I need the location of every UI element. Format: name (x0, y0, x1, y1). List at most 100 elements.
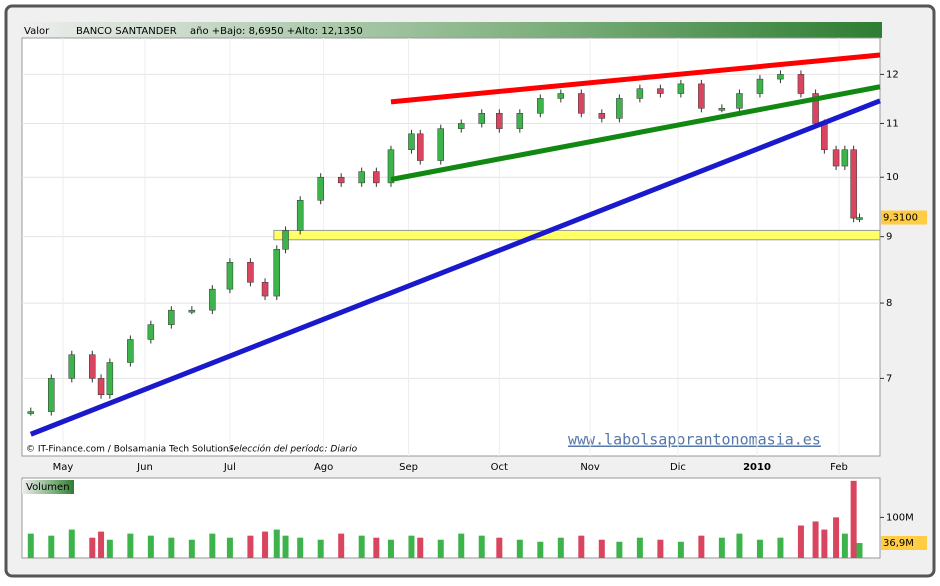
volume-bar (821, 529, 828, 558)
volume-bar (657, 539, 664, 558)
candle (856, 217, 863, 220)
volume-bar (417, 537, 424, 558)
volume-bar (188, 539, 195, 558)
volume-bar (677, 541, 684, 558)
volume-title: Volumen (26, 482, 70, 493)
volume-bar (27, 533, 34, 558)
volume-bar (478, 535, 485, 558)
volume-bar (168, 537, 175, 558)
x-tick-label: Jul (223, 462, 236, 473)
volume-bar (282, 535, 289, 558)
price-panel (21, 37, 881, 457)
x-tick-label: Feb (830, 462, 848, 473)
last-price-box (881, 210, 927, 225)
volume-bar (516, 539, 523, 558)
volume-bar (698, 535, 705, 558)
volume-bar (833, 517, 840, 558)
volume-bar (537, 541, 544, 558)
watermark: www.labolsaporantonomasia.es (568, 431, 821, 449)
candle (657, 88, 664, 94)
candle (850, 149, 857, 219)
trendline (390, 84, 881, 182)
volume-bar (578, 535, 585, 558)
volume-bar (98, 531, 105, 558)
x-tick-label: Oct (491, 462, 508, 473)
volume-bar (358, 535, 365, 558)
candle (127, 339, 134, 363)
candle (457, 123, 465, 129)
volume-bar (147, 535, 154, 558)
candle (373, 171, 380, 184)
candle (496, 113, 503, 129)
volume-bar (636, 537, 643, 558)
y-tick-label: 9 (886, 232, 892, 243)
header-range: año +Bajo: 8,6950 +Alto: 12,1350 (190, 26, 363, 37)
trendline (390, 52, 881, 105)
last-volume-box (881, 536, 927, 551)
candle (387, 149, 395, 184)
candle (68, 354, 76, 379)
volume-bar (718, 537, 725, 558)
candle (557, 93, 565, 99)
candle (358, 171, 365, 184)
candle (188, 309, 196, 313)
volume-bar (89, 537, 96, 558)
candle (106, 362, 114, 395)
candle (756, 78, 764, 94)
y-tick-label: 12 (886, 69, 899, 80)
candle (616, 98, 623, 119)
volume-bar (598, 539, 605, 558)
volume-bar (273, 529, 280, 558)
candle (698, 83, 705, 109)
volume-bar (557, 537, 564, 558)
volume-header (22, 480, 74, 494)
candle (677, 83, 685, 94)
volume-bar (797, 525, 804, 558)
candle (282, 230, 289, 250)
candle (408, 133, 415, 150)
candle (97, 378, 105, 395)
volume-bar (262, 531, 269, 558)
volume-bar (496, 537, 503, 558)
header-bar (20, 22, 882, 38)
candle (147, 324, 155, 340)
x-tick-label: May (53, 462, 74, 473)
volume-bar (458, 533, 465, 558)
candle (168, 309, 175, 325)
candle (261, 282, 269, 297)
candle (27, 411, 35, 414)
candle (821, 123, 828, 150)
candle (598, 113, 606, 119)
candle (478, 113, 485, 124)
candle (736, 93, 743, 109)
volume-bar (68, 529, 75, 558)
volume-bar (812, 521, 819, 558)
volume-bar (247, 535, 254, 558)
x-tick-label: Dic (670, 462, 686, 473)
volume-bar (756, 539, 763, 558)
volume-bar (226, 537, 233, 558)
volume-bar (297, 537, 304, 558)
support-band (273, 229, 881, 241)
y-tick-label: 10 (886, 172, 899, 183)
candle (337, 176, 345, 184)
candle (437, 128, 445, 161)
candle (718, 108, 726, 111)
volume-bar (408, 535, 415, 558)
volume-bar (317, 539, 324, 558)
volume-bar (856, 543, 863, 558)
volume-bar (209, 533, 216, 558)
candle (578, 93, 585, 114)
candle (777, 74, 784, 80)
x-tick-label: Sep (399, 462, 418, 473)
candle (48, 378, 55, 412)
last-price-label: 9,3100 (883, 213, 918, 224)
trendline (29, 98, 881, 437)
candle (841, 149, 849, 167)
volume-bar (127, 533, 134, 558)
candle (89, 354, 96, 379)
candle (636, 88, 644, 99)
volume-bar (777, 537, 784, 558)
x-tick-label: Ago (314, 462, 333, 473)
